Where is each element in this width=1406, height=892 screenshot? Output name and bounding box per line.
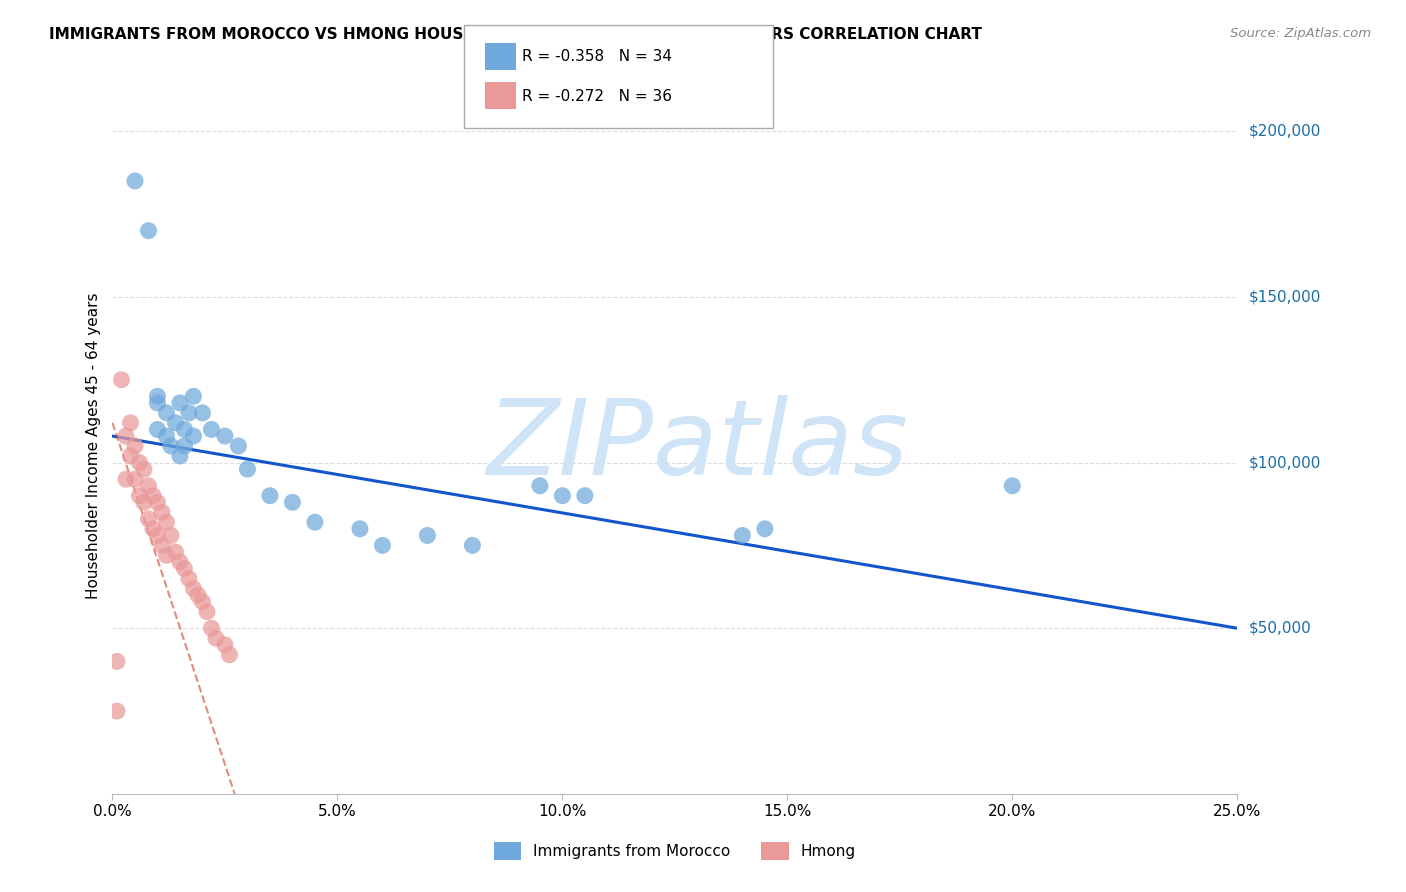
Text: $200,000: $200,000 — [1249, 124, 1320, 139]
Point — [214, 429, 236, 443]
Point — [138, 512, 160, 526]
Point — [150, 505, 173, 519]
Point — [160, 439, 183, 453]
Point — [574, 489, 596, 503]
Point — [218, 648, 240, 662]
Point — [529, 479, 551, 493]
Point — [177, 572, 200, 586]
Point — [132, 462, 155, 476]
Point — [205, 631, 228, 645]
Point — [120, 416, 142, 430]
Point — [281, 495, 304, 509]
Point — [461, 538, 484, 552]
Point — [183, 429, 205, 443]
Point — [120, 449, 142, 463]
Point — [416, 528, 439, 542]
Point — [187, 588, 209, 602]
Point — [169, 555, 191, 569]
Point — [155, 515, 177, 529]
Point — [124, 472, 146, 486]
Text: $100,000: $100,000 — [1249, 455, 1320, 470]
Point — [173, 422, 195, 436]
Point — [228, 439, 250, 453]
Point — [551, 489, 574, 503]
Point — [124, 439, 146, 453]
Point — [165, 416, 187, 430]
Point — [155, 429, 177, 443]
Point — [124, 174, 146, 188]
Point — [259, 489, 281, 503]
Point — [115, 472, 138, 486]
Point — [731, 528, 754, 542]
Point — [200, 621, 222, 635]
Point — [155, 406, 177, 420]
Point — [191, 406, 214, 420]
Point — [160, 528, 183, 542]
Point — [155, 549, 177, 563]
Point — [110, 373, 132, 387]
Point — [200, 422, 222, 436]
Point — [349, 522, 371, 536]
Point — [173, 561, 195, 575]
Text: Source: ZipAtlas.com: Source: ZipAtlas.com — [1230, 27, 1371, 40]
Point — [177, 406, 200, 420]
Point — [169, 396, 191, 410]
Y-axis label: Householder Income Ages 45 - 64 years: Householder Income Ages 45 - 64 years — [86, 293, 101, 599]
Point — [146, 389, 169, 403]
Point — [115, 429, 138, 443]
Point — [165, 545, 187, 559]
Point — [183, 389, 205, 403]
Point — [304, 515, 326, 529]
Point — [128, 489, 150, 503]
Point — [105, 704, 128, 718]
Point — [754, 522, 776, 536]
Point — [371, 538, 394, 552]
Point — [173, 439, 195, 453]
Point — [128, 456, 150, 470]
Point — [169, 449, 191, 463]
Point — [146, 422, 169, 436]
Legend: Immigrants from Morocco, Hmong: Immigrants from Morocco, Hmong — [488, 836, 862, 866]
Point — [1001, 479, 1024, 493]
Point — [142, 522, 165, 536]
Text: R = -0.272   N = 36: R = -0.272 N = 36 — [522, 89, 672, 103]
Point — [138, 224, 160, 238]
Text: R = -0.358   N = 34: R = -0.358 N = 34 — [522, 49, 672, 63]
Point — [132, 495, 155, 509]
Text: IMMIGRANTS FROM MOROCCO VS HMONG HOUSEHOLDER INCOME AGES 45 - 64 YEARS CORRELATI: IMMIGRANTS FROM MOROCCO VS HMONG HOUSEHO… — [49, 27, 981, 42]
Point — [146, 396, 169, 410]
Point — [183, 582, 205, 596]
Text: ZIPatlas: ZIPatlas — [486, 395, 908, 497]
Point — [214, 638, 236, 652]
Point — [191, 595, 214, 609]
Point — [138, 479, 160, 493]
Point — [146, 528, 169, 542]
Text: $150,000: $150,000 — [1249, 289, 1320, 304]
Point — [146, 495, 169, 509]
Text: $50,000: $50,000 — [1249, 621, 1312, 636]
Point — [236, 462, 259, 476]
Point — [105, 654, 128, 668]
Point — [142, 489, 165, 503]
Point — [195, 605, 218, 619]
Point — [150, 538, 173, 552]
